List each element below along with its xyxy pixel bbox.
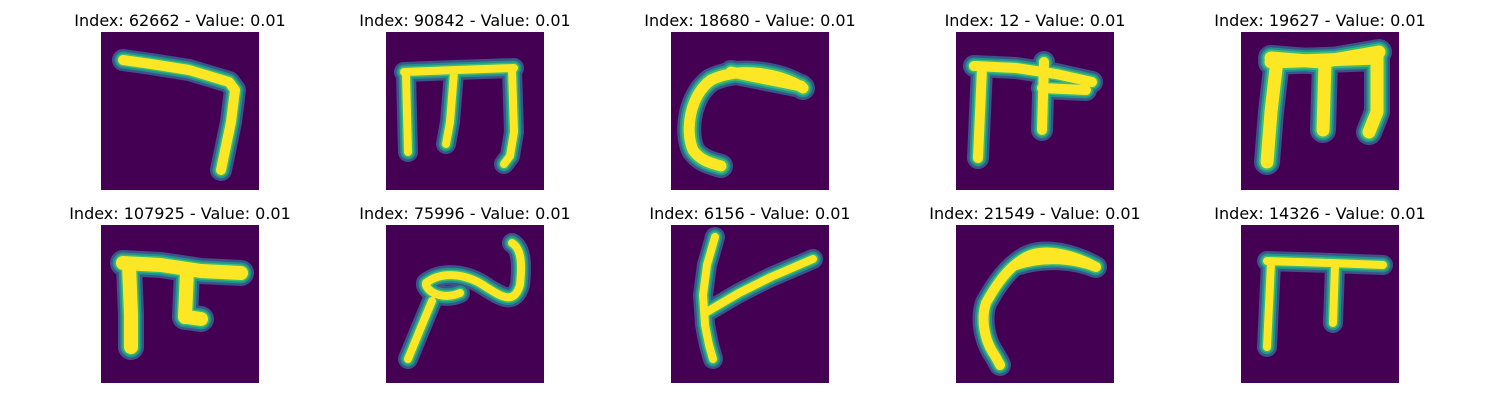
glyph-image: [386, 32, 544, 190]
glyph-core: [683, 66, 809, 172]
glyph-core: [116, 256, 248, 354]
glyph-image: [1241, 225, 1399, 383]
panel-title: Index: 19627 - Value: 0.01: [1214, 11, 1426, 30]
panel: Index: 19627 - Value: 0.01: [1205, 10, 1435, 190]
panel: Index: 12 - Value: 0.01: [920, 10, 1150, 190]
panel-title: Index: 12 - Value: 0.01: [944, 11, 1126, 30]
glyph-image: [101, 225, 259, 383]
glyph-core: [969, 57, 1097, 163]
panel-title: Index: 21549 - Value: 0.01: [929, 204, 1141, 223]
glyph-core: [1260, 45, 1386, 169]
panel: Index: 21549 - Value: 0.01: [920, 203, 1150, 383]
panel: Index: 18680 - Value: 0.01: [635, 10, 865, 190]
glyph-image: [956, 225, 1114, 383]
glyph-core: [404, 239, 525, 363]
glyph-core: [400, 64, 518, 168]
panel-title: Index: 14326 - Value: 0.01: [1214, 204, 1426, 223]
glyph-image: [386, 225, 544, 383]
panel: Index: 90842 - Value: 0.01: [350, 10, 580, 190]
panel: Index: 6156 - Value: 0.01: [635, 203, 865, 383]
panel-title: Index: 62662 - Value: 0.01: [74, 11, 286, 30]
glyph-image: [671, 225, 829, 383]
glyph-image: [101, 32, 259, 190]
panel-title: Index: 75996 - Value: 0.01: [359, 204, 571, 223]
glyph-image: [671, 32, 829, 190]
glyph-core: [1263, 257, 1387, 351]
glyph-core: [118, 55, 240, 175]
glyph-image: [1241, 32, 1399, 190]
panel: Index: 62662 - Value: 0.01: [65, 10, 295, 190]
glyph-core: [699, 233, 817, 363]
panel: Index: 14326 - Value: 0.01: [1205, 203, 1435, 383]
panel-title: Index: 6156 - Value: 0.01: [649, 204, 851, 223]
panel: Index: 75996 - Value: 0.01: [350, 203, 580, 383]
panel-title: Index: 18680 - Value: 0.01: [644, 11, 856, 30]
glyph-image: [956, 32, 1114, 190]
glyph-core: [978, 247, 1101, 370]
panel: Index: 107925 - Value: 0.01: [65, 203, 295, 383]
panel-title: Index: 107925 - Value: 0.01: [69, 204, 291, 223]
panel-title: Index: 90842 - Value: 0.01: [359, 11, 571, 30]
